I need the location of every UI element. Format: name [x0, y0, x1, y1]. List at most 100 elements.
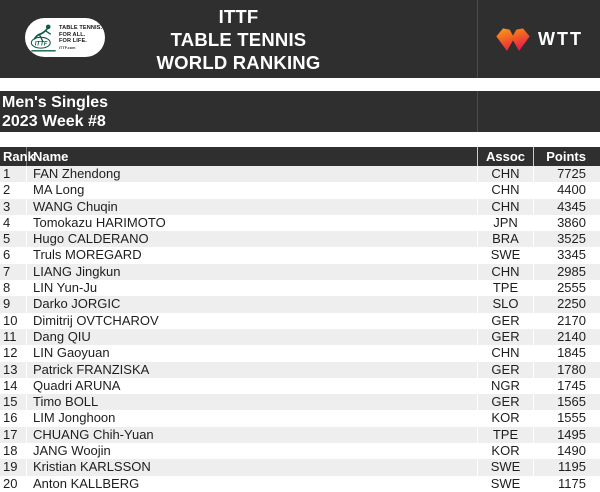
assoc-cell: CHN [477, 345, 533, 362]
rank-cell: 12 [3, 345, 18, 361]
rank-cell: 17 [0, 426, 26, 444]
rank-cell: 15 [0, 394, 26, 411]
player-name-cell: CHUANG Chih-Yuan [26, 426, 477, 444]
table-row: 12 LIN Gaoyuan CHN 1845 [0, 345, 600, 362]
points-cell: 1745 [533, 377, 600, 395]
player-name-cell: MA Long [26, 182, 477, 199]
assoc-cell: GER [477, 361, 533, 378]
points-cell: 4400 [533, 182, 600, 199]
ittf-slogan-line: FOR ALL. [59, 31, 86, 38]
table-row: 6 Truls MOREGARD SWE 3345 [0, 247, 600, 264]
assoc-cell: CHN [477, 263, 533, 281]
rank-cell: 4 [3, 214, 11, 230]
table-row: 2 MA Long CHN 4400 [0, 182, 600, 199]
player-name-cell: Tomokazu HARIMOTO [26, 214, 477, 232]
section-header-spacer [477, 91, 600, 132]
rank-cell: 20 [3, 475, 18, 491]
ittf-slogan-line: FOR LIFE. [59, 37, 87, 44]
player-name-cell: LIM Jonghoon [26, 410, 477, 427]
table-row: 16 LIM Jonghoon KOR 1555 [0, 410, 600, 427]
rank-cell: 16 [3, 410, 18, 426]
rank-cell: 14 [3, 377, 18, 393]
wtt-mark-icon [496, 28, 530, 51]
column-header-assoc: Assoc [477, 147, 533, 166]
divider-gap [0, 78, 600, 91]
column-header-name: Name [26, 147, 477, 166]
points-cell: 1495 [533, 426, 600, 444]
table-row: 19 Kristian KARLSSON SWE 1195 [0, 459, 600, 476]
player-name-cell: Hugo CALDERANO [26, 231, 477, 248]
player-name-cell: Quadri ARUNA [26, 377, 477, 395]
category-label: Men's Singles [2, 94, 109, 111]
table-row: 11 Dang QIU GER 2140 [0, 328, 600, 346]
rank-cell: 2 [3, 182, 11, 198]
player-name-cell: LIN Yun-Ju [26, 280, 477, 297]
player-name-cell: LIANG Jingkun [26, 263, 477, 281]
player-name-cell: Patrick FRANZISKA [26, 361, 477, 378]
rank-cell: 18 [3, 443, 18, 459]
table-row: 9 Darko JORGIC SLO 2250 [0, 296, 600, 313]
player-name-cell: Truls MOREGARD [26, 247, 477, 264]
player-name-cell: WANG Chuqin [26, 198, 477, 215]
points-cell: 3345 [533, 247, 600, 264]
points-cell: 3860 [533, 214, 600, 232]
divider-gap [0, 132, 600, 147]
table-row: 15 Timo BOLL GER 1565 [0, 394, 600, 411]
assoc-cell: BRA [477, 231, 533, 248]
player-name-cell: Timo BOLL [26, 394, 477, 411]
points-cell: 1565 [533, 394, 600, 411]
table-row: 8 LIN Yun-Ju TPE 2555 [0, 280, 600, 297]
assoc-cell: GER [477, 312, 533, 329]
rank-cell: 19 [0, 459, 26, 476]
wtt-label: WTT [538, 28, 583, 49]
page-title-line2: TABLE TENNIS [170, 29, 307, 50]
table-row: 7 LIANG Jingkun CHN 2985 [0, 263, 600, 281]
assoc-cell: TPE [477, 426, 533, 444]
table-row: 13 Patrick FRANZISKA GER 1780 [0, 361, 600, 378]
points-cell: 7725 [533, 166, 600, 183]
column-header-points: Points [533, 147, 600, 166]
ranking-table: Rank Name Assoc Points 1 FAN Zhendong CH… [0, 147, 600, 492]
table-row: 5 Hugo CALDERANO BRA 3525 [0, 231, 600, 248]
page-title-line1: ITTF [218, 6, 259, 27]
ittf-logo: ITTF TABLE TENNIS. FOR ALL. FOR LIFE. IT… [25, 18, 105, 57]
player-name-cell: JANG Woojin [26, 443, 477, 460]
rank-cell: 6 [3, 247, 11, 263]
rank-cell: 1 [0, 166, 26, 183]
points-cell: 2555 [533, 280, 600, 297]
week-label: 2023 Week #8 [2, 113, 106, 130]
assoc-cell: CHN [477, 182, 533, 199]
player-name-cell: Dang QIU [26, 328, 477, 346]
table-row: 17 CHUANG Chih-Yuan TPE 1495 [0, 426, 600, 444]
player-name-cell: Dimitrij OVTCHAROV [26, 312, 477, 329]
points-cell: 2170 [533, 312, 600, 329]
ittf-slogan: TABLE TENNIS. FOR ALL. FOR LIFE. ITTF.co… [59, 25, 102, 50]
rank-cell: 7 [0, 263, 26, 281]
player-name-cell: Darko JORGIC [26, 296, 477, 313]
assoc-cell: SWE [477, 459, 533, 476]
table-row: 14 Quadri ARUNA NGR 1745 [0, 377, 600, 395]
points-cell: 1195 [533, 459, 600, 476]
assoc-cell: SWE [477, 475, 533, 492]
rank-cell: 5 [0, 231, 26, 248]
assoc-cell: NGR [477, 377, 533, 395]
rank-cell: 10 [3, 312, 18, 328]
table-header-row: Rank Name Assoc Points [0, 147, 600, 166]
section-header: Men's Singles 2023 Week #8 [0, 91, 600, 132]
points-cell: 1555 [533, 410, 600, 427]
points-cell: 4345 [533, 198, 600, 215]
assoc-cell: GER [477, 328, 533, 346]
svg-text:ITTF: ITTF [35, 41, 48, 47]
assoc-cell: KOR [477, 410, 533, 427]
rank-cell: 8 [3, 280, 11, 296]
assoc-cell: JPN [477, 214, 533, 232]
wtt-logo: WTT [477, 0, 600, 78]
assoc-cell: SLO [477, 296, 533, 313]
section-header-text: Men's Singles 2023 Week #8 [0, 91, 477, 132]
rank-cell: 9 [0, 296, 26, 313]
points-cell: 1780 [533, 361, 600, 378]
assoc-cell: CHN [477, 166, 533, 183]
rank-cell: 3 [0, 198, 26, 215]
table-row: 18 JANG Woojin KOR 1490 [0, 443, 600, 460]
